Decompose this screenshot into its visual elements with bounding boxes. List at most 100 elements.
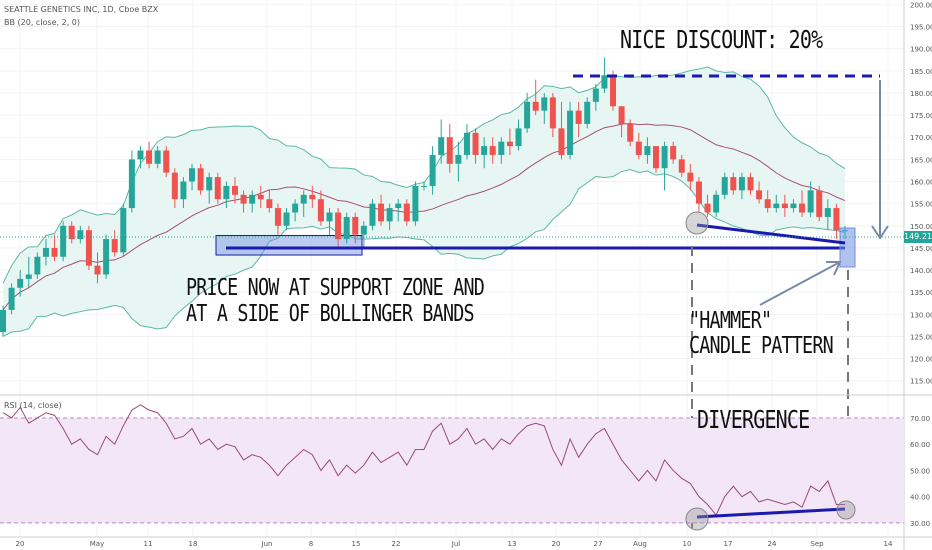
candle-body — [524, 101, 531, 129]
candle-body — [773, 203, 780, 209]
hammer-annotation-line2: CANDLE PATTERN — [689, 333, 834, 359]
candle-body — [386, 208, 393, 222]
price-tick-label: 135.00 — [910, 289, 932, 297]
candle-body — [94, 265, 101, 275]
candle-body — [343, 216, 350, 240]
candle-body — [807, 190, 814, 213]
candle-body — [266, 199, 273, 209]
candle-body — [34, 256, 41, 275]
candle-body — [25, 274, 32, 279]
candle-body — [687, 172, 694, 182]
candle-body — [455, 154, 462, 164]
time-tick-label: 24 — [768, 540, 777, 548]
rsi-high-circle — [836, 500, 856, 520]
rsi-tick-label: 50.00 — [910, 467, 930, 475]
price-tick-label: 155.00 — [910, 201, 932, 209]
price-divergence-line — [696, 223, 846, 245]
bollinger-fill — [3, 67, 845, 337]
price-tick-label: 180.00 — [910, 90, 932, 98]
candle-body — [567, 110, 574, 155]
candle-body — [360, 225, 367, 235]
price-tick-label: 165.00 — [910, 156, 932, 164]
time-tick-label: 13 — [508, 540, 517, 548]
time-tick-label: 11 — [144, 540, 153, 548]
candle-body — [403, 203, 410, 222]
hammer-highlight-box — [839, 227, 856, 268]
candle-body — [799, 203, 806, 213]
candle-body — [335, 212, 342, 240]
price-tick-label: 145.00 — [910, 245, 932, 253]
bollinger-basis-line — [2, 123, 846, 311]
discount-arrow-head — [871, 225, 889, 240]
candle-body — [618, 106, 625, 124]
candle-body — [180, 181, 187, 200]
candle-body — [498, 141, 505, 155]
price-tick-label: 170.00 — [910, 134, 932, 142]
candle-body — [317, 199, 324, 222]
candle-body — [790, 203, 797, 209]
candle-body — [781, 203, 788, 209]
candle-body — [17, 278, 24, 288]
time-tick-label: 17 — [724, 540, 733, 548]
candle-body — [395, 203, 402, 209]
candle-body — [575, 110, 582, 124]
candle-body — [481, 146, 488, 155]
candle-body — [111, 239, 118, 253]
candle-body — [549, 97, 556, 129]
hammer-annotation-line1: "HAMMER" — [689, 308, 772, 334]
rsi-line — [2, 404, 845, 516]
candle-body — [713, 194, 720, 213]
price-tick-label: 160.00 — [910, 179, 932, 187]
candle-body — [558, 128, 565, 155]
candle-body — [206, 177, 213, 191]
candle-body — [249, 194, 256, 204]
candle-body — [644, 146, 651, 155]
candle-body — [747, 177, 754, 191]
price-low-circle — [685, 211, 709, 235]
candle-body — [412, 185, 419, 222]
candle-body — [146, 150, 153, 164]
candle-body — [541, 97, 548, 111]
candle-body — [85, 230, 92, 266]
candle-body — [300, 194, 307, 204]
time-tick-label: Jun — [261, 540, 273, 548]
candle-body — [274, 208, 281, 226]
time-tick-label: Jul — [451, 540, 461, 548]
discount-annotation: NICE DISCOUNT: 20% — [620, 25, 823, 54]
price-tick-label: 190.00 — [910, 46, 932, 54]
time-tick-label: 10 — [683, 540, 692, 548]
candle-body — [816, 190, 823, 217]
price-tick-label: 200.00 — [910, 1, 932, 9]
candle-body — [635, 141, 642, 155]
candle-body — [601, 75, 608, 89]
candle-body — [670, 146, 677, 160]
candle-body — [120, 208, 127, 253]
candle-body — [532, 101, 539, 111]
candle-body — [652, 146, 659, 169]
candle-body — [283, 212, 290, 226]
bollinger-label: BB (20, close, 2, 0) — [4, 18, 80, 27]
candle-body — [257, 194, 264, 200]
support-annotation-line1: PRICE NOW AT SUPPORT ZONE AND — [186, 275, 485, 301]
time-tick-label: 15 — [352, 540, 361, 548]
price-tick-label: 195.00 — [910, 24, 932, 32]
candle-body — [463, 132, 470, 155]
candle-body — [824, 208, 831, 217]
candle-body — [68, 225, 75, 240]
candle-body — [429, 154, 436, 186]
candle-body — [309, 194, 316, 200]
candle-body — [446, 137, 453, 164]
candle-body — [42, 247, 49, 257]
candle-body — [764, 199, 771, 209]
candle-body — [661, 146, 668, 169]
candle-body — [584, 101, 591, 124]
price-tick-label: 125.00 — [910, 333, 932, 341]
time-tick-label: 22 — [392, 540, 401, 548]
candle-body — [678, 159, 685, 173]
candle-body — [721, 177, 728, 195]
last-price-badge: 149.21 — [904, 231, 932, 243]
support-annotation-line2: AT A SIDE OF BOLLINGER BANDS — [186, 301, 475, 327]
candle-body — [378, 203, 385, 222]
